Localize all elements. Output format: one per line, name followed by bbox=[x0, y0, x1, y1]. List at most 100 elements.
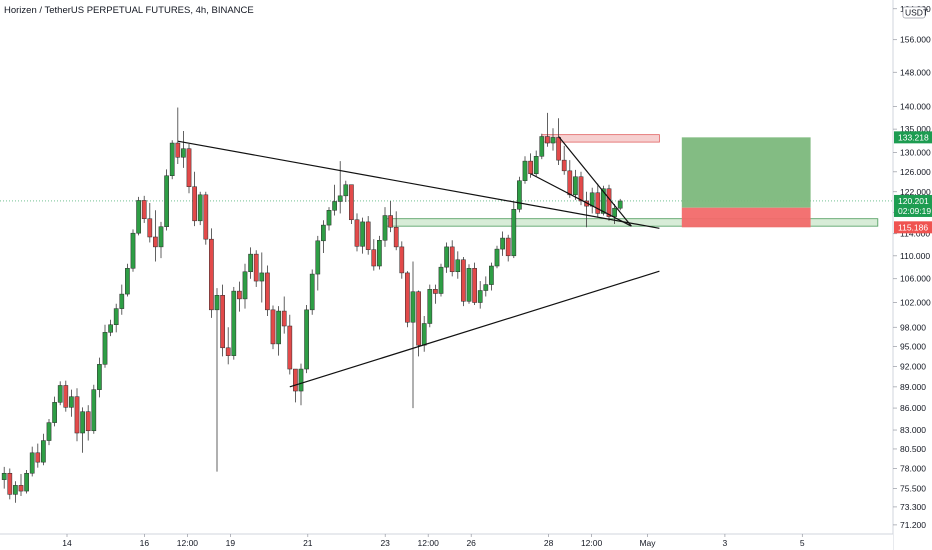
candle bbox=[102, 324, 108, 368]
candle-body bbox=[522, 160, 528, 181]
candle-body bbox=[186, 148, 192, 187]
candle-body bbox=[427, 289, 433, 324]
price-tag-label: 115.186 bbox=[898, 222, 928, 232]
candle bbox=[321, 220, 326, 254]
trendline bbox=[177, 140, 660, 229]
candle bbox=[35, 443, 41, 468]
candle bbox=[494, 245, 500, 269]
candle bbox=[18, 474, 24, 497]
candle bbox=[567, 160, 573, 198]
trendline bbox=[530, 173, 632, 227]
candle-body bbox=[158, 226, 164, 248]
price-axis: 164.000156.000148.000140.000135.000130.0… bbox=[892, 0, 932, 550]
candle-body bbox=[265, 272, 270, 311]
candle-body bbox=[91, 389, 97, 432]
candle-body bbox=[175, 142, 181, 158]
candle bbox=[472, 262, 477, 305]
candle bbox=[539, 133, 545, 160]
time-tick-label: 3 bbox=[723, 538, 728, 548]
candle-body bbox=[220, 295, 225, 349]
candle-body bbox=[595, 192, 601, 214]
candle bbox=[85, 405, 91, 441]
price-tag-label: 133.218 bbox=[898, 132, 929, 142]
candle bbox=[337, 161, 343, 214]
candle-body bbox=[276, 310, 281, 345]
candle bbox=[399, 241, 405, 279]
candle-body bbox=[410, 291, 416, 323]
candlestick-series bbox=[1, 107, 623, 503]
price-tick-label: 78.000 bbox=[900, 463, 926, 473]
candle-body bbox=[231, 290, 237, 356]
candle bbox=[24, 470, 29, 494]
candle-body bbox=[332, 201, 337, 211]
candle-body bbox=[382, 215, 388, 241]
price-tag-timer: 02:09:19 bbox=[894, 204, 932, 217]
candle bbox=[371, 239, 377, 271]
candle bbox=[209, 228, 214, 318]
candle-body bbox=[41, 440, 46, 463]
price-tick-label: 92.000 bbox=[900, 361, 926, 371]
candle bbox=[360, 217, 365, 254]
candle bbox=[46, 418, 52, 446]
candle-body bbox=[528, 160, 533, 175]
candle-body bbox=[125, 268, 130, 295]
candle-body bbox=[108, 324, 113, 333]
candle-body bbox=[119, 293, 125, 309]
candle bbox=[433, 284, 438, 304]
candle bbox=[304, 304, 309, 374]
candle-body bbox=[511, 208, 517, 257]
candle bbox=[455, 251, 461, 279]
candle-body bbox=[601, 188, 606, 214]
candle bbox=[7, 468, 13, 500]
time-tick-label: 12:00 bbox=[177, 538, 199, 548]
candle-body bbox=[13, 485, 18, 495]
candle-body bbox=[399, 246, 405, 274]
candle-body bbox=[550, 137, 556, 144]
candle-body bbox=[242, 271, 248, 300]
candle bbox=[41, 433, 46, 466]
candle bbox=[533, 150, 539, 177]
candle bbox=[388, 200, 393, 233]
candle-body bbox=[606, 188, 612, 217]
time-tick-label: May bbox=[639, 538, 656, 548]
candle-body bbox=[63, 385, 69, 408]
candle-body bbox=[321, 224, 326, 242]
candle bbox=[1, 466, 7, 489]
candle-body bbox=[298, 368, 304, 392]
price-tick-label: 110.000 bbox=[900, 251, 930, 261]
candle-body bbox=[326, 210, 332, 226]
candle-body bbox=[147, 218, 153, 238]
candle bbox=[410, 261, 416, 409]
candle-body bbox=[304, 309, 309, 370]
candle-body bbox=[225, 347, 231, 356]
time-tick-label: 21 bbox=[303, 538, 313, 548]
candle bbox=[343, 180, 349, 202]
candle-body bbox=[466, 268, 472, 302]
stop-area bbox=[681, 207, 811, 228]
time-tick-label: 12:00 bbox=[418, 538, 440, 548]
candle bbox=[270, 305, 276, 350]
candle-body bbox=[197, 194, 203, 222]
candle-body bbox=[449, 246, 455, 273]
candle-body bbox=[483, 284, 489, 291]
candle bbox=[511, 201, 517, 259]
time-tick-label: 23 bbox=[380, 538, 390, 548]
candle bbox=[97, 357, 102, 398]
candle-body bbox=[192, 186, 197, 222]
candle bbox=[74, 388, 80, 442]
price-tick-label: 130.000 bbox=[900, 147, 931, 157]
candle bbox=[63, 380, 69, 412]
candle-body bbox=[337, 195, 343, 202]
candle bbox=[125, 263, 130, 297]
candle bbox=[91, 384, 97, 434]
time-tick-label: 26 bbox=[466, 538, 476, 548]
candle-body bbox=[545, 136, 550, 144]
candle-body bbox=[52, 402, 57, 423]
usdt-badge-icon bbox=[902, 6, 926, 19]
candle bbox=[393, 211, 399, 251]
candle bbox=[141, 195, 147, 223]
candle-body bbox=[561, 159, 567, 172]
candle-body bbox=[80, 411, 85, 434]
price-tick-label: 148.000 bbox=[900, 67, 931, 77]
